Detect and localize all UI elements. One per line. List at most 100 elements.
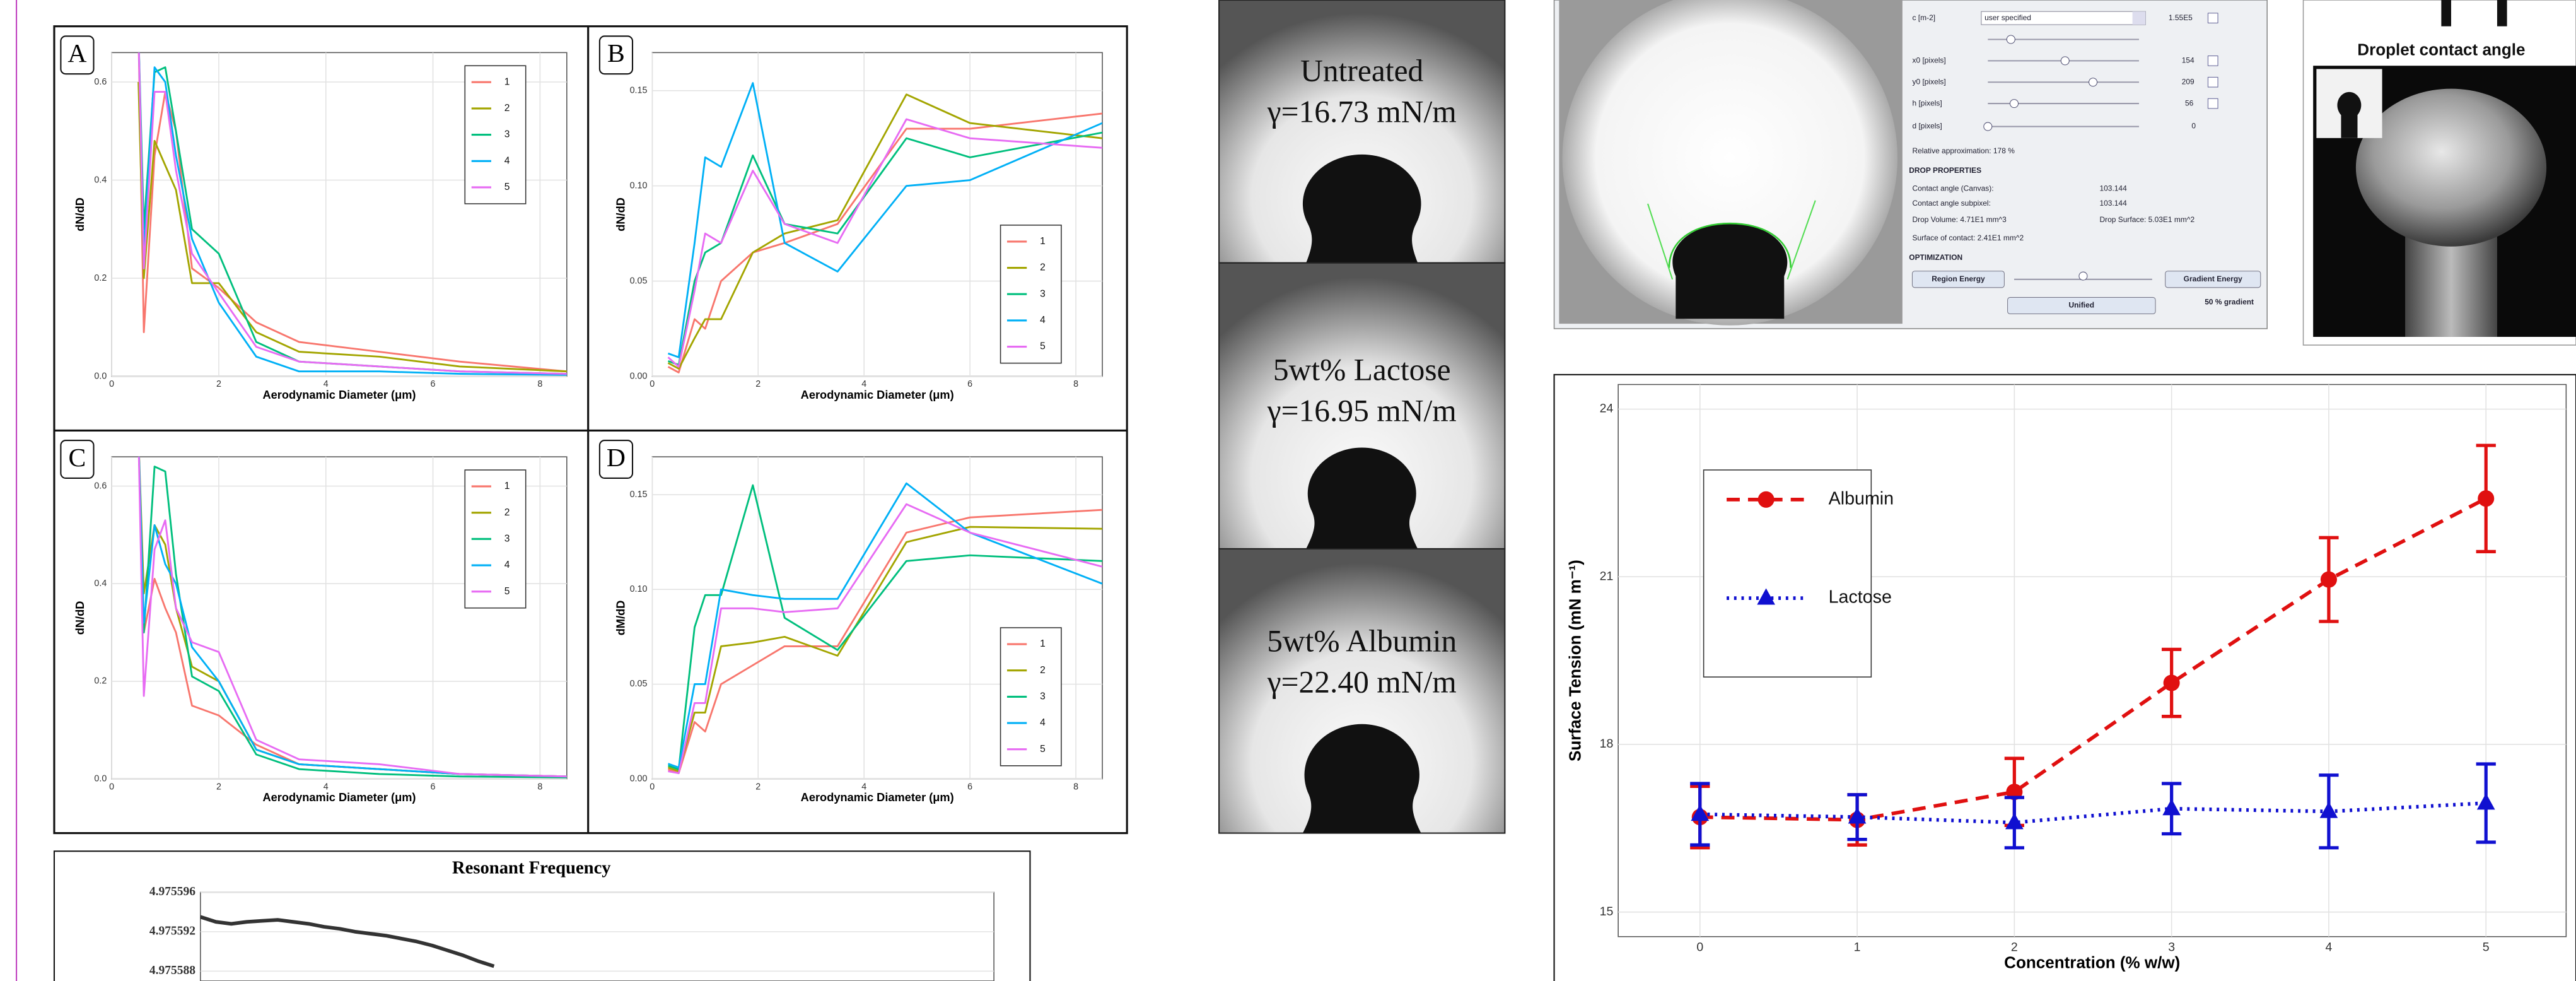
y-tick-label: 0.15 <box>630 85 648 95</box>
legend-label: 5 <box>1040 744 1046 755</box>
button-label[interactable]: Region Energy <box>1932 274 1985 283</box>
point <box>2163 674 2180 691</box>
x-tick-label: 8 <box>1073 379 1078 389</box>
x-tick-label: 0 <box>650 379 655 389</box>
button[interactable] <box>2165 271 2261 288</box>
x-tick-label: 5 <box>2483 940 2490 954</box>
point <box>2162 799 2181 816</box>
legend-label: 1 <box>1040 236 1046 247</box>
y-tick-label: 0.4 <box>94 175 107 185</box>
legend-marker <box>1757 588 1775 605</box>
droplet-photo <box>2355 88 2547 247</box>
button-label[interactable]: Unified <box>2069 301 2095 310</box>
x-tick-label: 0 <box>650 782 655 792</box>
field-value: 56 <box>2185 98 2194 107</box>
y-axis-label: Surface Tension (mN m⁻¹) <box>1566 560 1585 761</box>
legend-label: 4 <box>1040 315 1046 326</box>
button[interactable] <box>2007 297 2156 315</box>
field-value: 209 <box>2182 77 2194 86</box>
legend-label: 3 <box>1040 288 1046 299</box>
legend-label: Albumin <box>1829 488 1894 508</box>
field-label: y0 [pixels] <box>1912 77 1945 86</box>
slider-knob[interactable] <box>2089 78 2098 87</box>
y-tick-label: 0.00 <box>630 371 648 381</box>
checkbox[interactable] <box>2207 13 2218 23</box>
property: Contact angle subpixel: <box>1912 199 1990 208</box>
series-line <box>667 482 1103 769</box>
property: Surface of contact: 2.41E1 mm^2 <box>1912 233 2024 242</box>
y-tick-label: 0.0 <box>94 773 107 784</box>
point <box>2005 813 2024 830</box>
button[interactable] <box>1911 271 2005 288</box>
droplet <box>1672 223 1788 319</box>
x-tick-label: 8 <box>537 782 542 792</box>
checkbox[interactable] <box>2207 98 2218 109</box>
field-value: 154 <box>2182 56 2194 65</box>
x-tick-label: 2 <box>755 782 761 792</box>
legend-label: 4 <box>1040 717 1046 728</box>
series-line <box>667 526 1103 773</box>
x-tick-label: 2 <box>755 379 761 389</box>
x-tick-label: 0 <box>109 782 114 792</box>
droplet <box>1302 154 1421 263</box>
approximation: Relative approximation: 178 % <box>1912 146 2015 155</box>
tangent-line <box>1647 203 1674 280</box>
x-tick-label: 3 <box>2168 940 2175 954</box>
series-line <box>1699 801 2486 825</box>
legend-label: 1 <box>504 481 510 491</box>
y-tick-label: 0.0 <box>94 371 107 381</box>
y-axis-label: dN/dD <box>73 601 86 635</box>
point <box>1848 807 1867 824</box>
series-line <box>137 52 567 373</box>
button-label[interactable]: Gradient Energy <box>2184 274 2242 283</box>
fit-contour <box>1668 222 1792 268</box>
series-line <box>137 457 567 778</box>
droplet-label: Untreated <box>1300 54 1423 88</box>
droplet-tension: γ=16.73 mN/m <box>1267 95 1457 129</box>
x-tick-label: 2 <box>216 379 221 389</box>
series-line <box>137 52 567 376</box>
checkbox[interactable] <box>2207 56 2218 66</box>
y-tick-label: 4.975596 <box>149 885 195 898</box>
y-tick-label: 0.10 <box>630 180 648 191</box>
x-tick-label: 6 <box>431 782 436 792</box>
y-tick-label: 18 <box>1600 737 1614 751</box>
x-tick-label: 0 <box>109 379 114 389</box>
property: Drop Volume: 4.71E1 mm^3 <box>1912 215 2007 224</box>
y-tick-label: 0.2 <box>94 273 107 283</box>
panel-label: A <box>67 39 86 68</box>
field-value: 1.55E5 <box>2169 13 2193 22</box>
x-tick-label: 2 <box>2011 940 2018 954</box>
droplet-tension: γ=22.40 mN/m <box>1267 665 1457 700</box>
series-line <box>667 82 1103 358</box>
y-tick-label: 0.05 <box>630 679 648 689</box>
y-tick-label: 0.05 <box>630 276 648 286</box>
droplet-label: 5wt% Lactose <box>1273 353 1451 387</box>
dropdown-arrow[interactable] <box>2132 11 2146 25</box>
series-line <box>1699 496 2487 822</box>
y-tick-label: 0.15 <box>630 490 648 500</box>
y-tick-label: 21 <box>1600 569 1614 583</box>
slider-knob[interactable] <box>2006 35 2015 44</box>
y-tick-label: 0.6 <box>94 77 107 87</box>
x-tick-label: 1 <box>1854 940 1861 954</box>
software-screenshot: c [m-2] user specified 1.55E5 x0 [pixels… <box>1553 0 2268 329</box>
x-tick-label: 4 <box>861 379 866 389</box>
point <box>1691 804 1710 821</box>
legend-label: 2 <box>1040 665 1046 676</box>
checkbox[interactable] <box>2207 76 2218 88</box>
x-tick-label: 8 <box>537 379 542 389</box>
field-label: h [pixels] <box>1912 98 1942 107</box>
slider-knob[interactable] <box>2060 56 2070 66</box>
x-tick-label: 4 <box>2326 940 2333 954</box>
x-tick-label: 4 <box>861 782 866 792</box>
slider-knob[interactable] <box>1983 122 1993 131</box>
legend-label: 3 <box>1040 691 1046 702</box>
section-title: OPTIMIZATION <box>1909 253 1962 262</box>
y-tick-label: 15 <box>1600 905 1614 919</box>
slider-knob[interactable] <box>2009 99 2019 109</box>
dropdown-value[interactable]: user specified <box>1984 13 2031 22</box>
slider-knob[interactable] <box>2078 271 2088 281</box>
series-line <box>138 457 567 778</box>
